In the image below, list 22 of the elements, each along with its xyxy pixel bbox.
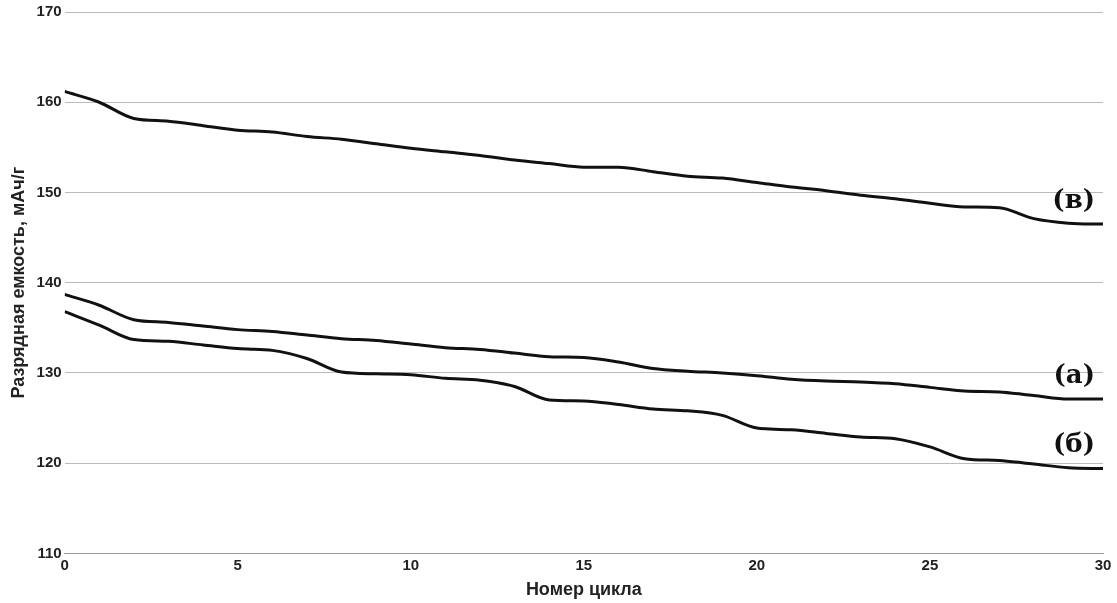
line-series — [64, 292, 1103, 401]
y-tick-label: 150 — [36, 182, 62, 200]
y-tick-label: 130 — [36, 363, 62, 381]
y-tick-label: 160 — [36, 92, 62, 110]
series-label: (в) — [1052, 183, 1095, 214]
x-tick-label: 15 — [575, 555, 593, 573]
y-axis-title: Разрядная емкость, мАч/г — [7, 166, 28, 399]
y-tick-label: 110 — [37, 543, 62, 561]
x-axis-title: Номер цикла — [525, 579, 643, 600]
series-label: (а) — [1053, 358, 1095, 389]
x-tick-label: 25 — [921, 555, 939, 573]
x-tick-label: 5 — [233, 555, 242, 573]
x-tick-label: 20 — [748, 555, 766, 573]
x-tick-label: 10 — [402, 555, 420, 573]
y-tick-label: 140 — [36, 272, 62, 290]
x-tick-label: 0 — [60, 555, 69, 573]
y-tick-label: 170 — [36, 2, 62, 20]
y-tick-label: 120 — [36, 453, 62, 471]
x-tick-label: 30 — [1094, 555, 1112, 573]
line-series — [64, 310, 1103, 471]
line-series — [64, 89, 1103, 226]
series-label: (б) — [1053, 428, 1095, 459]
